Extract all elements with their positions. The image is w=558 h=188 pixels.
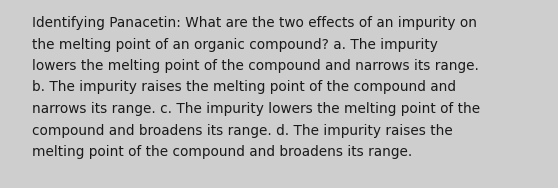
Text: lowers the melting point of the compound and narrows its range.: lowers the melting point of the compound… [32,59,479,73]
Text: compound and broadens its range. d. The impurity raises the: compound and broadens its range. d. The … [32,124,453,137]
Text: melting point of the compound and broadens its range.: melting point of the compound and broade… [32,145,412,159]
Text: narrows its range. c. The impurity lowers the melting point of the: narrows its range. c. The impurity lower… [32,102,480,116]
Text: Identifying Panacetin: What are the two effects of an impurity on: Identifying Panacetin: What are the two … [32,16,477,30]
Text: the melting point of an organic compound? a. The impurity: the melting point of an organic compound… [32,37,438,52]
Text: b. The impurity raises the melting point of the compound and: b. The impurity raises the melting point… [32,80,456,95]
